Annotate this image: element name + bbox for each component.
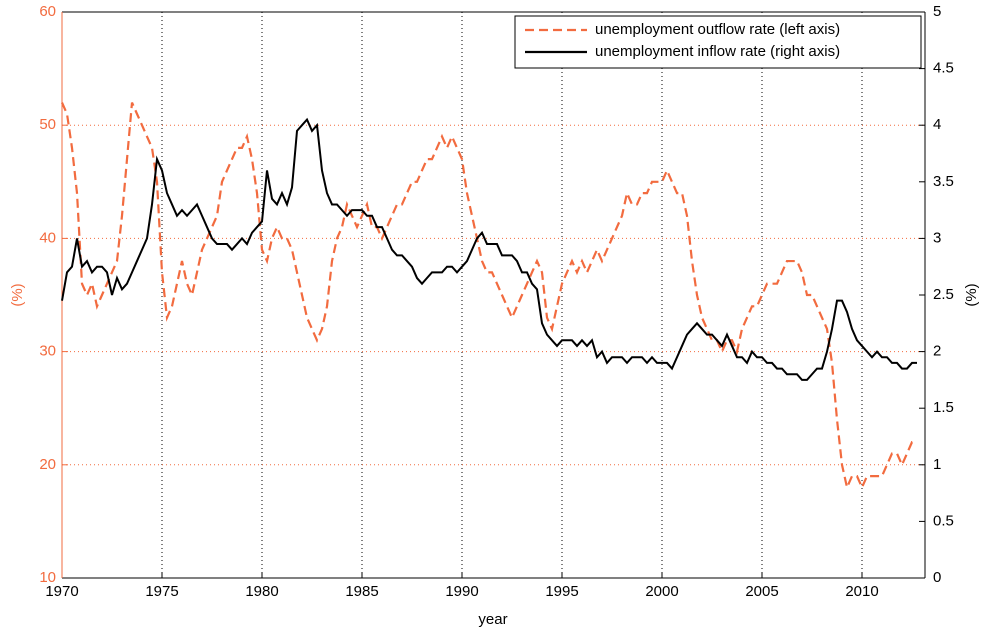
y2-tick-label: 5 [933,3,941,20]
plot-area [62,12,925,578]
x-tick-label: 1970 [45,583,78,600]
y2-tick-label: 1.5 [933,399,954,416]
x-tick-label: 2000 [645,583,678,600]
y-tick-label: 30 [39,343,56,360]
y-axis-label: (%) [9,283,26,306]
y2-tick-label: 1 [933,456,941,473]
y2-tick-label: 0.5 [933,512,954,529]
x-tick-label: 1985 [345,583,378,600]
y2-tick-label: 2.5 [933,286,954,303]
y2-tick-label: 2 [933,343,941,360]
y2-tick-label: 0 [933,569,941,586]
x-tick-label: 2010 [845,583,878,600]
y-tick-label: 60 [39,3,56,20]
y-tick-label: 20 [39,456,56,473]
legend [514,15,922,69]
y2-axis-label: (%) [963,283,980,306]
series-line [60,102,917,491]
legend-label: unemployment outflow rate (left axis) [595,21,840,38]
x-tick-label: 1995 [545,583,578,600]
y-tick-label: 40 [39,229,56,246]
y-tick-label: 10 [39,569,56,586]
x-tick-label: 2005 [745,583,778,600]
series-line [61,117,917,381]
y2-tick-label: 4.5 [933,60,954,77]
y2-tick-label: 4 [933,116,941,133]
y2-tick-label: 3.5 [933,173,954,190]
y2-tick-label: 3 [933,229,941,246]
x-axis-label: year [478,611,507,628]
x-tick-label: 1975 [145,583,178,600]
x-tick-label: 1990 [445,583,478,600]
y-tick-label: 50 [39,116,56,133]
x-tick-label: 1980 [245,583,278,600]
legend-label: unemployment inflow rate (right axis) [595,43,840,60]
